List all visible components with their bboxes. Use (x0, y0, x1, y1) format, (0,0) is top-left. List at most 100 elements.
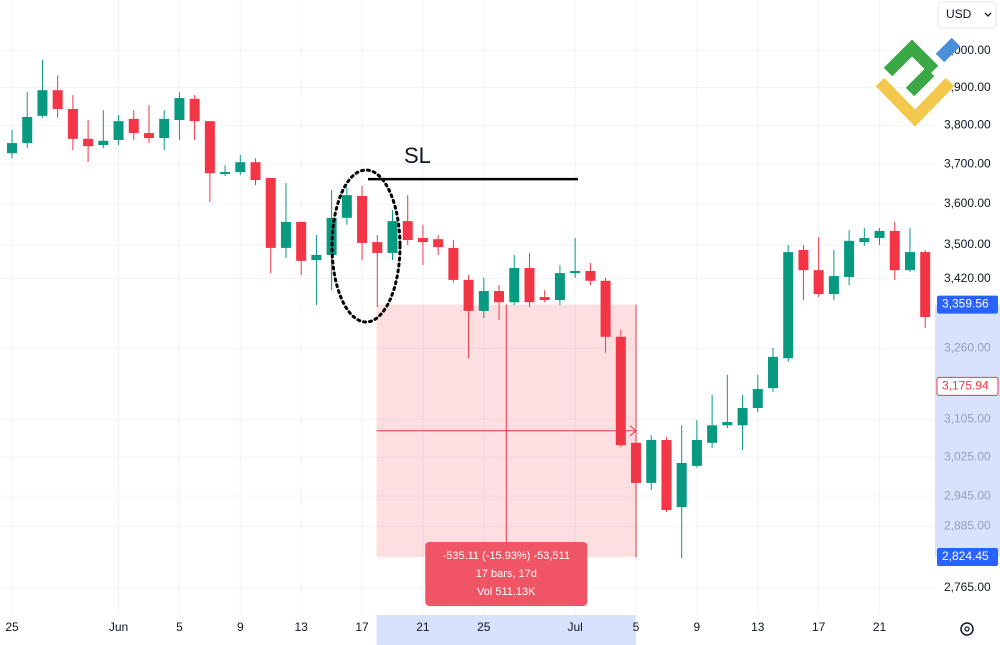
candle-body (798, 249, 809, 271)
candle-body (646, 439, 657, 483)
candle-body (250, 162, 261, 180)
candle-body (372, 242, 383, 253)
logo-yellow (875, 77, 955, 127)
candle-body (143, 133, 154, 139)
measure-box (425, 541, 588, 606)
currency-box[interactable] (937, 1, 997, 29)
candle-body (691, 439, 702, 466)
x-tick-label: 9 (694, 620, 701, 634)
price-badge-label: 3,175.94 (942, 379, 989, 393)
currency-button[interactable]: USD (937, 1, 997, 29)
candle-body (904, 252, 915, 271)
candle-body (311, 255, 322, 261)
candle-body (615, 336, 626, 446)
candle-body (341, 195, 352, 218)
logo-green (883, 39, 939, 77)
x-tick-label: 17 (355, 620, 369, 634)
candle-body (783, 252, 794, 359)
logo (875, 37, 961, 127)
candle-body (67, 108, 78, 139)
sl-label: SL (404, 143, 431, 168)
candle-body (707, 425, 718, 443)
candle-body (128, 118, 139, 134)
price-badge (936, 376, 999, 396)
x-tick-label: 9 (237, 620, 244, 634)
candle-body (417, 237, 428, 243)
candle-body (387, 221, 398, 253)
candle-body (448, 247, 459, 280)
candle-body (113, 121, 124, 140)
candle-body (676, 462, 687, 508)
x-tick-label: Jun (109, 620, 128, 634)
currency-label[interactable]: USD (946, 7, 972, 21)
y-tick-label: 3,600.00 (944, 196, 991, 210)
candle-body (737, 408, 748, 426)
candle-body (265, 177, 276, 248)
candle-body (722, 422, 733, 426)
y-tick-label: 2,765.00 (944, 580, 991, 594)
candle-body (585, 271, 596, 281)
candle-body (159, 118, 170, 139)
candle-body (189, 98, 200, 122)
candle-body (768, 356, 778, 389)
price-range-highlight (935, 304, 1000, 557)
candle-body (539, 297, 550, 301)
candle-body (494, 291, 505, 303)
logo-blue (935, 37, 961, 63)
candle-body (98, 140, 109, 146)
candle-body (7, 143, 17, 154)
candle-body (524, 268, 535, 303)
candle-body (661, 439, 672, 511)
y-tick-label: 3,420.00 (944, 271, 991, 285)
x-tick-label: 5 (633, 620, 640, 634)
candle-body (920, 252, 931, 317)
candle-body (889, 230, 900, 271)
candle-body (83, 138, 94, 147)
candle-body (859, 237, 870, 243)
y-tick-label: 3,800.00 (944, 118, 991, 132)
x-tick-label: 5 (176, 620, 183, 634)
candle-body (631, 442, 642, 483)
gear-center[interactable] (964, 626, 970, 632)
measurement (376, 304, 637, 557)
candle-body (752, 389, 763, 409)
highlight-ellipse (330, 168, 402, 324)
settings-icon[interactable] (960, 622, 974, 636)
candle-body (463, 279, 474, 311)
x-tick-label: 17 (812, 620, 826, 634)
grid (0, 0, 935, 615)
chevron[interactable] (984, 12, 992, 17)
candle-body (844, 240, 855, 277)
axes: 4,000.003,900.003,800.003,700.003,600.00… (5, 43, 1000, 645)
candle-body (478, 291, 489, 311)
candle-body (828, 276, 839, 295)
candle-body (813, 270, 824, 295)
candle-body (509, 268, 520, 303)
candles (7, 59, 931, 559)
price-badge (937, 295, 998, 314)
price-badge (937, 547, 998, 566)
measure-text: 17 bars, 17d (476, 568, 537, 580)
annotations: SL (368, 143, 578, 181)
candle-body (433, 239, 444, 248)
x-tick-label: 25 (5, 620, 19, 634)
x-tick-label: Jul (567, 620, 582, 634)
y-tick-label: 3,500.00 (944, 237, 991, 251)
x-tick-label: 25 (477, 620, 491, 634)
y-tick-label: 3,700.00 (944, 156, 991, 170)
price-badge-label: 2,824.45 (942, 549, 989, 563)
logo-green-2 (905, 67, 935, 97)
candle-body (296, 221, 307, 261)
gear[interactable] (960, 622, 974, 636)
candle-body (22, 116, 33, 144)
candle-body (874, 230, 885, 238)
candle-body (174, 98, 185, 121)
x-tick-label: 13 (751, 620, 765, 634)
candle-body (280, 221, 291, 248)
candle-body (600, 280, 611, 337)
candle-body (52, 90, 63, 109)
candle-body (357, 195, 368, 243)
candle-body (402, 221, 413, 241)
